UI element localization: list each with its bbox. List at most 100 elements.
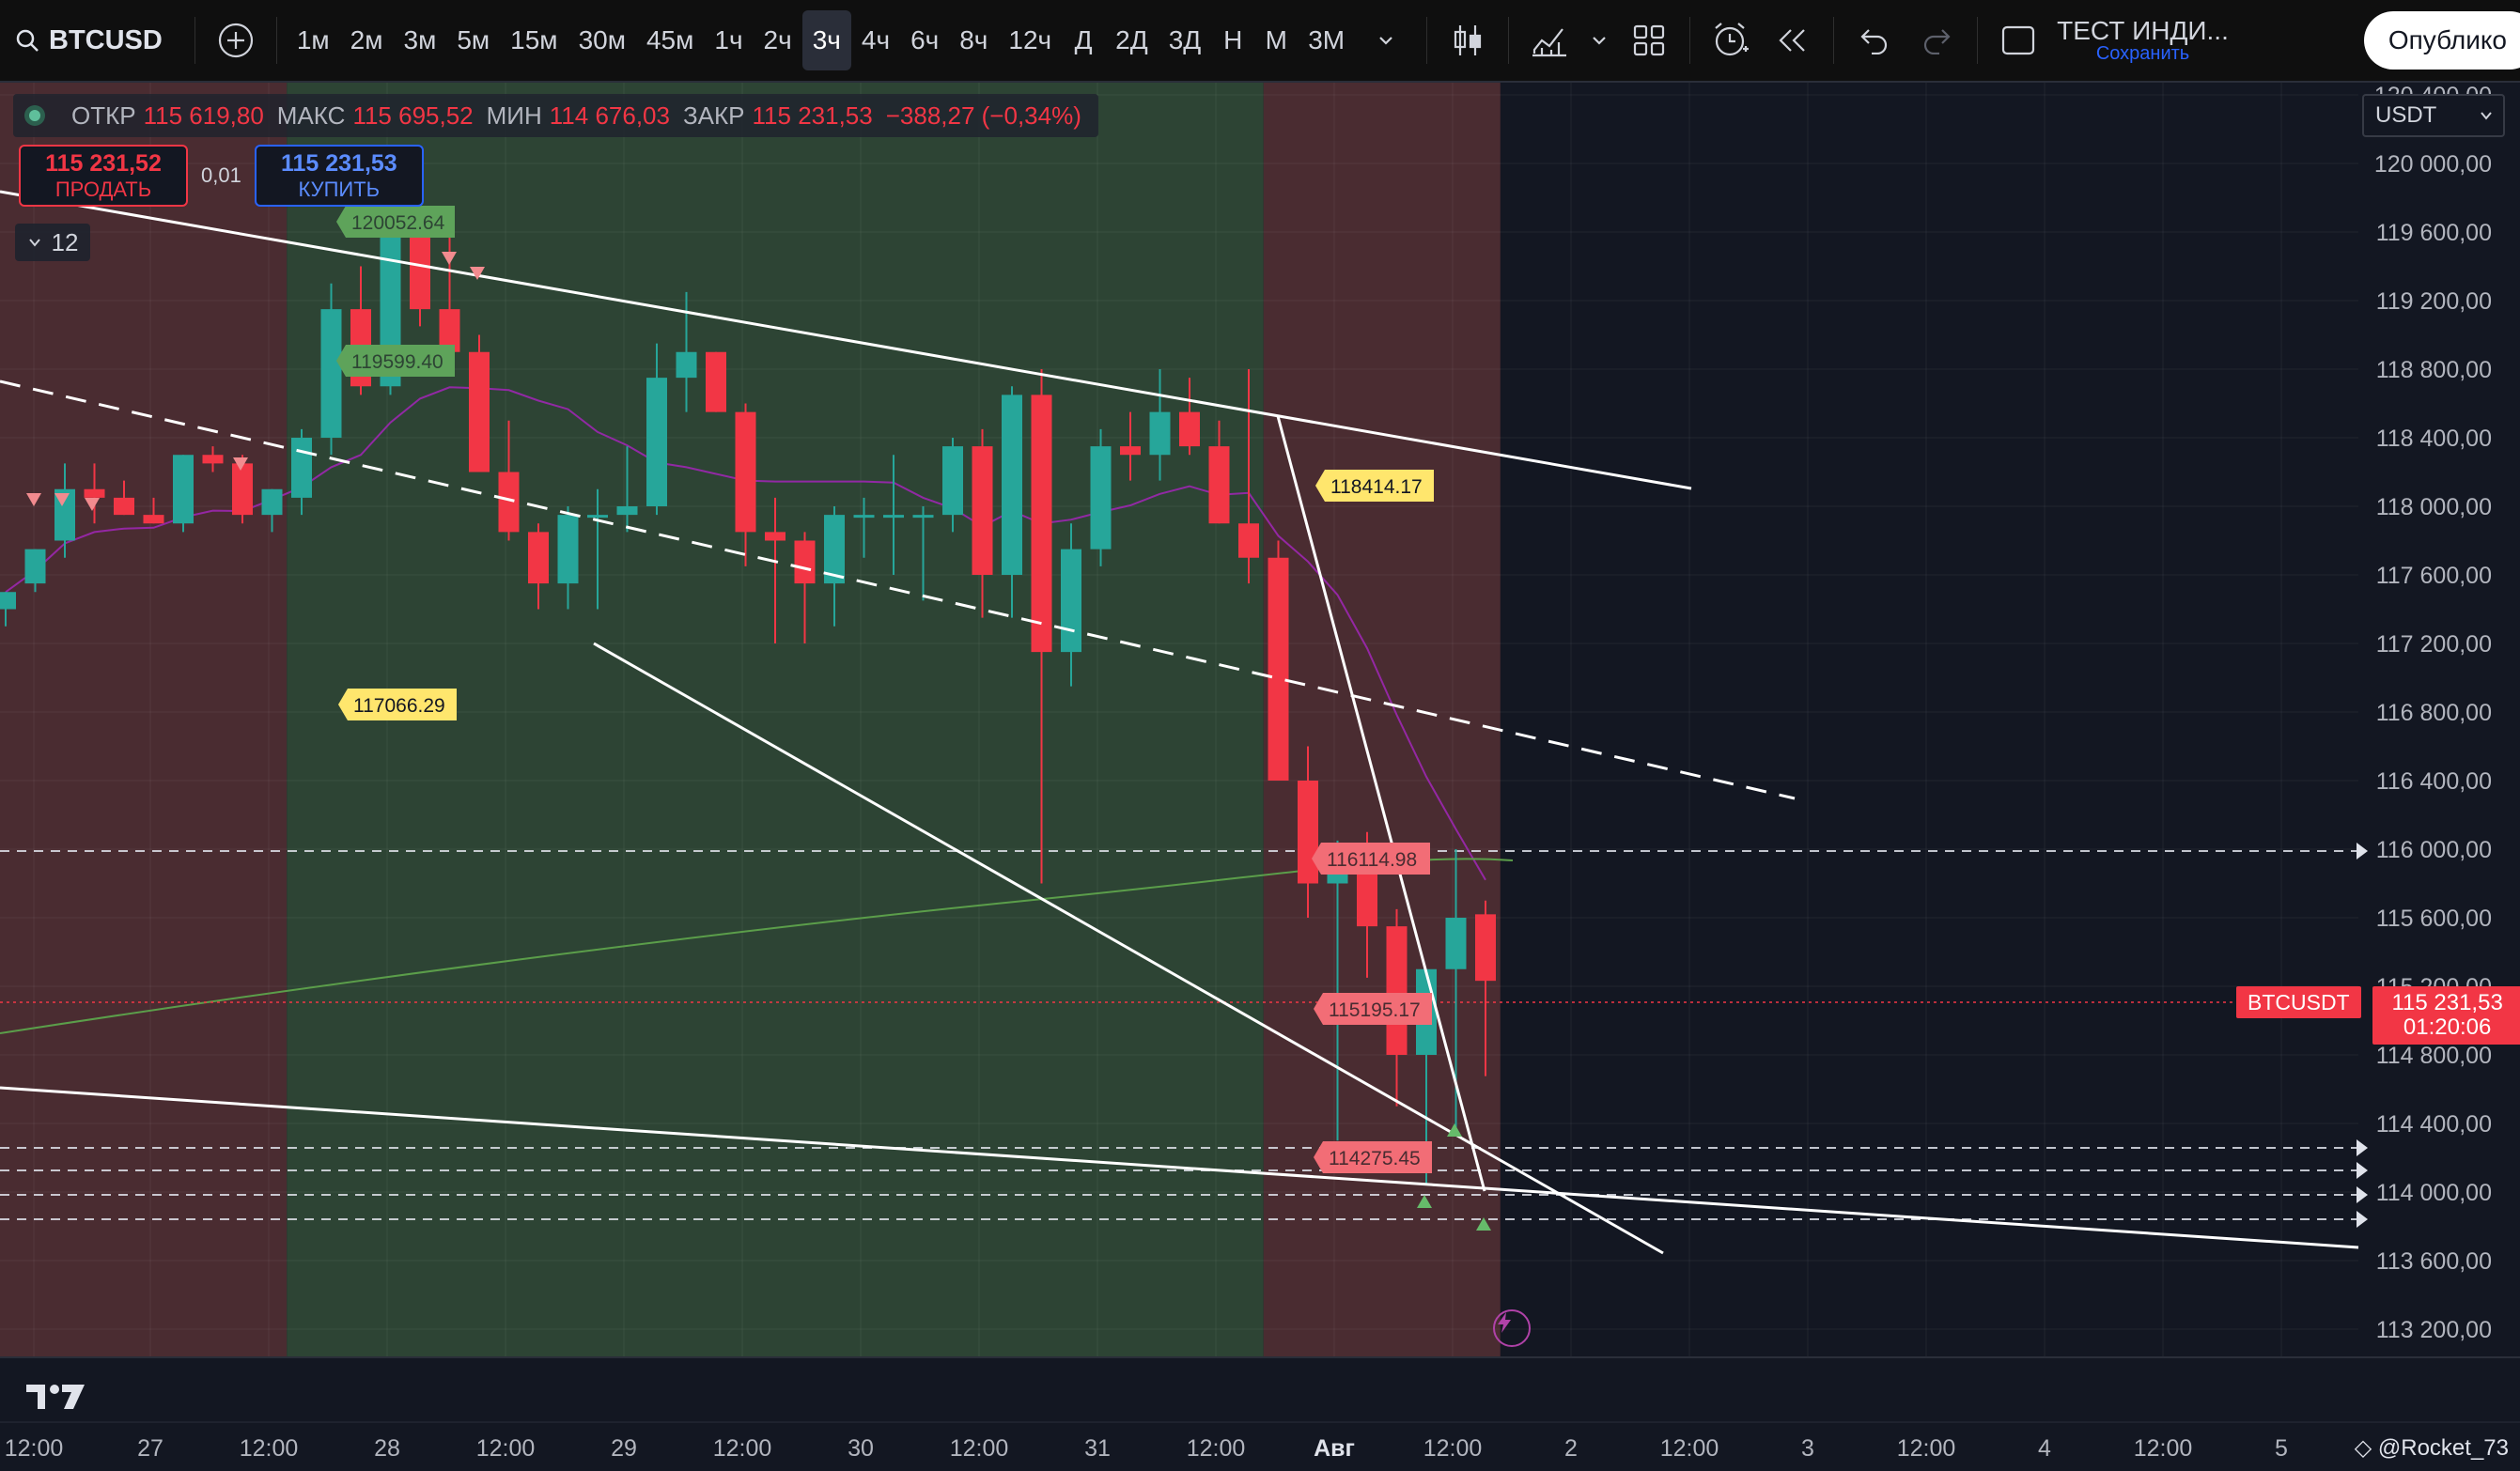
- candle[interactable]: [498, 420, 520, 541]
- candle[interactable]: [765, 497, 786, 643]
- interval-6[interactable]: 45м: [646, 25, 694, 54]
- interval-13[interactable]: 12ч: [1008, 25, 1052, 54]
- interval-8[interactable]: 2ч: [763, 25, 792, 54]
- candle[interactable]: [706, 351, 726, 412]
- interval-9[interactable]: 3ч: [801, 10, 851, 70]
- interval-4[interactable]: 15м: [510, 25, 558, 54]
- price-marker[interactable]: 114275.45: [1314, 1141, 1432, 1173]
- lightning-icon[interactable]: [1493, 1309, 1531, 1347]
- interval-12[interactable]: 8ч: [959, 25, 988, 54]
- candle[interactable]: [883, 455, 904, 575]
- candle[interactable]: [616, 446, 638, 533]
- candle[interactable]: [1061, 523, 1081, 687]
- alert-button[interactable]: [1700, 10, 1762, 70]
- candle[interactable]: [143, 497, 164, 524]
- interval-17[interactable]: Н: [1223, 25, 1243, 54]
- candle[interactable]: [24, 549, 46, 593]
- candle[interactable]: [853, 497, 875, 558]
- candle[interactable]: [1179, 378, 1200, 456]
- x-axis-bar[interactable]: [0, 1356, 2520, 1471]
- trend-line[interactable]: [1276, 415, 1486, 1192]
- price-marker[interactable]: 116114.98: [1312, 843, 1430, 875]
- currency-select[interactable]: USDT: [2362, 94, 2505, 137]
- candle[interactable]: [261, 488, 283, 533]
- chart-area[interactable]: 118414.17 117066.29 120052.64 119599.40 1161…: [0, 83, 2520, 1471]
- interval-14[interactable]: Д: [1074, 25, 1093, 54]
- candle[interactable]: [1208, 420, 1230, 524]
- compare-add-button[interactable]: [205, 10, 267, 70]
- undo-button[interactable]: [1843, 10, 1906, 70]
- publish-button[interactable]: Опублико: [2363, 11, 2520, 70]
- market-status-icon[interactable]: [24, 105, 45, 126]
- trend-line[interactable]: [0, 379, 1796, 800]
- interval-more-button[interactable]: [1355, 10, 1417, 70]
- interval-18[interactable]: М: [1265, 25, 1287, 54]
- candle[interactable]: [1268, 540, 1289, 782]
- candle[interactable]: [646, 343, 667, 516]
- indicators-button[interactable]: [1518, 10, 1580, 70]
- layout-grid-button[interactable]: [1618, 10, 1680, 70]
- level-arrow[interactable]: [2357, 1162, 2368, 1179]
- candle[interactable]: [912, 506, 934, 601]
- trend-line[interactable]: [0, 1086, 2359, 1249]
- candle[interactable]: [320, 283, 342, 456]
- interval-10[interactable]: 4ч: [861, 25, 891, 54]
- interval-2[interactable]: 3м: [403, 25, 437, 54]
- price-marker[interactable]: 120052.64: [336, 206, 455, 238]
- candle[interactable]: [942, 438, 963, 533]
- interval-5[interactable]: 30м: [578, 25, 626, 54]
- candle[interactable]: [1149, 369, 1171, 481]
- symbol-search[interactable]: BTCUSD: [0, 0, 185, 81]
- trend-line[interactable]: [0, 190, 1692, 490]
- interval-7[interactable]: 1ч: [714, 25, 743, 54]
- candle[interactable]: [557, 506, 579, 610]
- candle[interactable]: [202, 446, 224, 472]
- indicators-more-button[interactable]: [1580, 10, 1618, 70]
- interval-0[interactable]: 1м: [296, 25, 330, 54]
- candle[interactable]: [824, 506, 845, 627]
- candle[interactable]: [735, 403, 756, 566]
- sell-button[interactable]: 115 231,52 ПРОДАТЬ: [19, 145, 188, 207]
- candle[interactable]: [1120, 411, 1141, 481]
- candle[interactable]: [794, 532, 816, 643]
- indicators-toggle[interactable]: 12: [15, 224, 90, 261]
- price-marker[interactable]: 117066.29: [338, 689, 457, 720]
- candle-body: [291, 438, 312, 498]
- candle[interactable]: [84, 463, 105, 524]
- candle[interactable]: [173, 455, 194, 533]
- interval-3[interactable]: 5м: [457, 25, 490, 54]
- interval-19[interactable]: 3М: [1308, 25, 1346, 54]
- buy-button[interactable]: 115 231,53 КУПИТЬ: [254, 145, 424, 207]
- price-marker[interactable]: 115195.17: [1314, 993, 1432, 1025]
- fullscreen-button[interactable]: [1987, 10, 2049, 70]
- interval-16[interactable]: 3Д: [1168, 25, 1202, 54]
- candle[interactable]: [587, 488, 608, 610]
- candle[interactable]: [972, 428, 993, 618]
- candle[interactable]: [1002, 386, 1022, 618]
- price-chart[interactable]: 118414.17 117066.29 120052.64 119599.40 1161…: [0, 83, 2520, 1471]
- level-arrow[interactable]: [2357, 843, 2368, 859]
- candle[interactable]: [469, 334, 490, 472]
- candle-body: [706, 351, 726, 412]
- replay-button[interactable]: [1762, 10, 1824, 70]
- chart-type-button[interactable]: [1437, 10, 1499, 70]
- interval-1[interactable]: 2м: [350, 25, 383, 54]
- level-arrow[interactable]: [2357, 1186, 2368, 1203]
- price-marker[interactable]: 119599.40: [336, 345, 455, 377]
- candle[interactable]: [1031, 369, 1052, 884]
- level-arrow[interactable]: [2357, 1211, 2368, 1228]
- candle[interactable]: [1475, 900, 1496, 1076]
- candle[interactable]: [528, 523, 549, 610]
- layout-menu[interactable]: ТЕСТ ИНДИ... Сохранить: [2049, 16, 2236, 64]
- candle[interactable]: [1090, 428, 1112, 566]
- redo-button[interactable]: [1906, 10, 1968, 70]
- trend-line[interactable]: [593, 642, 1664, 1255]
- interval-15[interactable]: 2Д: [1115, 25, 1148, 54]
- candle[interactable]: [114, 480, 134, 516]
- price-marker[interactable]: 118414.17: [1315, 470, 1434, 502]
- candle[interactable]: [1238, 369, 1259, 584]
- level-arrow[interactable]: [2357, 1139, 2368, 1156]
- candle[interactable]: [439, 214, 460, 352]
- candle[interactable]: [0, 592, 16, 627]
- interval-11[interactable]: 6ч: [910, 25, 940, 54]
